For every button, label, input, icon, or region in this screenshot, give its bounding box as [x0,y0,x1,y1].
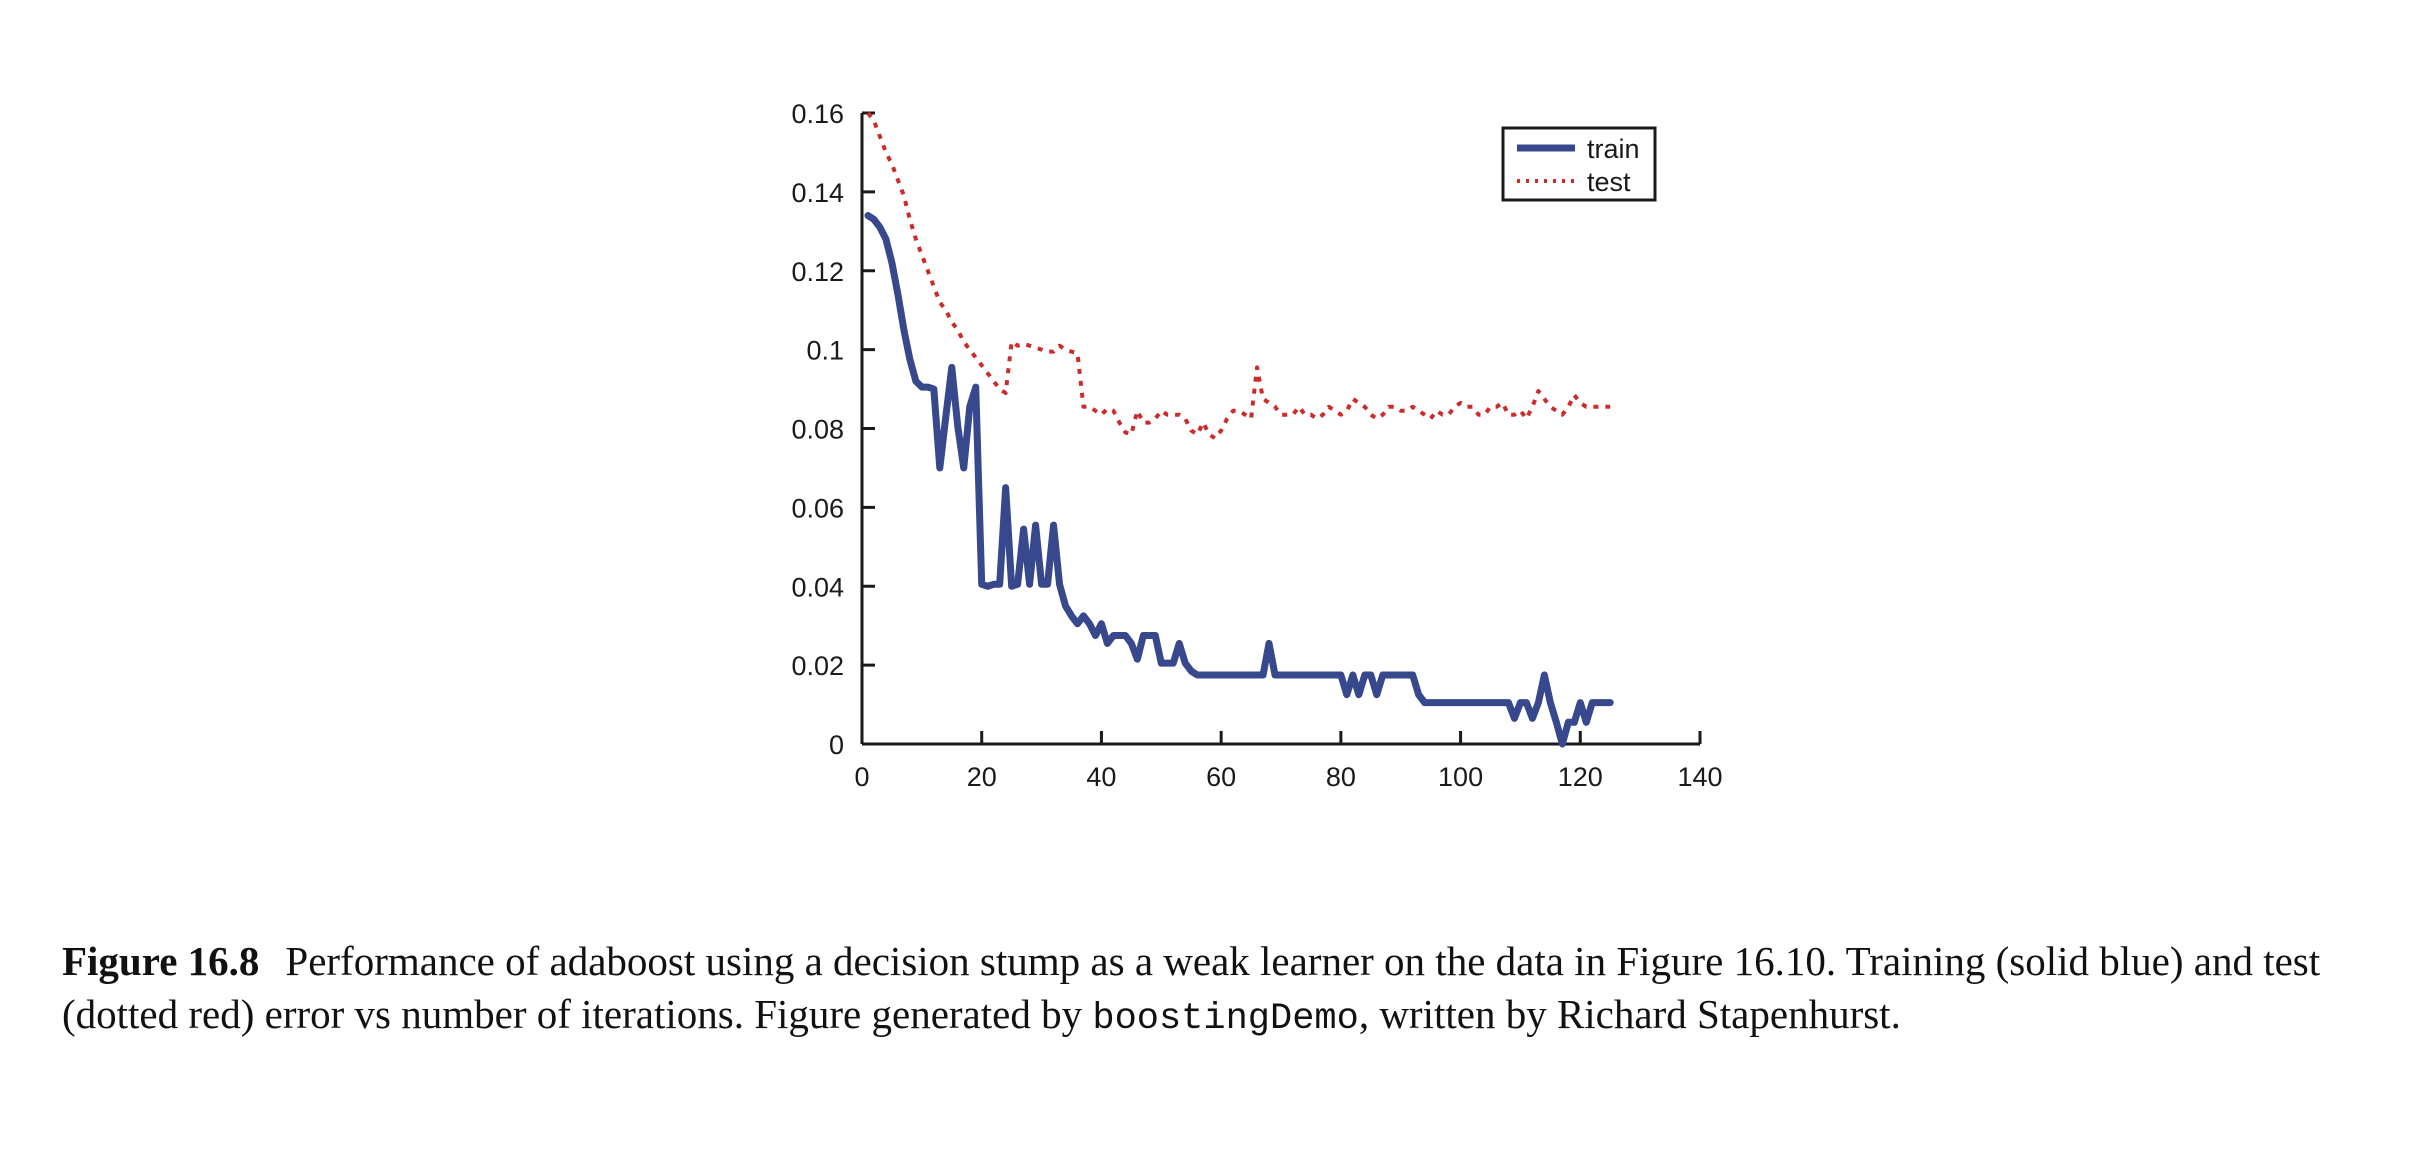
y-axis-tick-label: 0.14 [791,178,844,208]
figure-number: Figure 16.8 [62,938,260,984]
y-axis-tick-label: 0.02 [791,651,844,681]
x-axis-tick-label: 40 [1086,762,1116,792]
y-axis-tick-label: 0 [829,730,844,760]
y-axis-tick-label: 0.16 [791,99,844,129]
y-axis-tick-label: 0.1 [806,336,844,366]
chart-background [0,0,2430,900]
y-axis-tick-label: 0.08 [791,415,844,445]
caption-text-part1: Performance of adaboost using a decision… [62,938,2321,1038]
figure-region: 0 20 40 60 80 100 120 140 0 0.02 0.04 0.06 0.08 0.1 0.… [0,0,2430,900]
error-vs-iterations-chart: 0 20 40 60 80 100 120 140 0 0.02 0.04 0.06 0.08 0.1 0.… [0,0,2430,900]
legend-label-train: train [1587,134,1640,164]
figure-caption: Figure 16.8 Performance of adaboost using… [62,935,2382,1043]
legend-label-test: test [1587,167,1631,197]
series-line-test [866,111,1611,441]
x-axis-tick-label: 140 [1677,762,1722,792]
x-axis-tick-label: 80 [1326,762,1356,792]
caption-text-part2: , written by Richard Stapenhurst. [1358,991,1901,1038]
series-line-train [864,212,1614,748]
x-axis-tick-label: 20 [967,762,997,792]
x-axis-tick-label: 60 [1206,762,1236,792]
legend-box [1501,126,1657,202]
y-axis-tick-label: 0.04 [791,572,844,602]
data-series [864,111,1614,748]
x-axis-tick-label: 100 [1438,762,1483,792]
x-axis-tick-label: 0 [854,762,869,792]
x-axis-tick-label: 120 [1558,762,1603,792]
axes: 0 20 40 60 80 100 120 140 0 0.02 0.04 0.06 0.08 0.1 0.… [791,99,1722,792]
y-axis-tick-label: 0.06 [791,493,844,523]
y-axis-tick-label: 0.12 [791,257,844,287]
caption-code-name: boostingDemo [1092,998,1359,1041]
